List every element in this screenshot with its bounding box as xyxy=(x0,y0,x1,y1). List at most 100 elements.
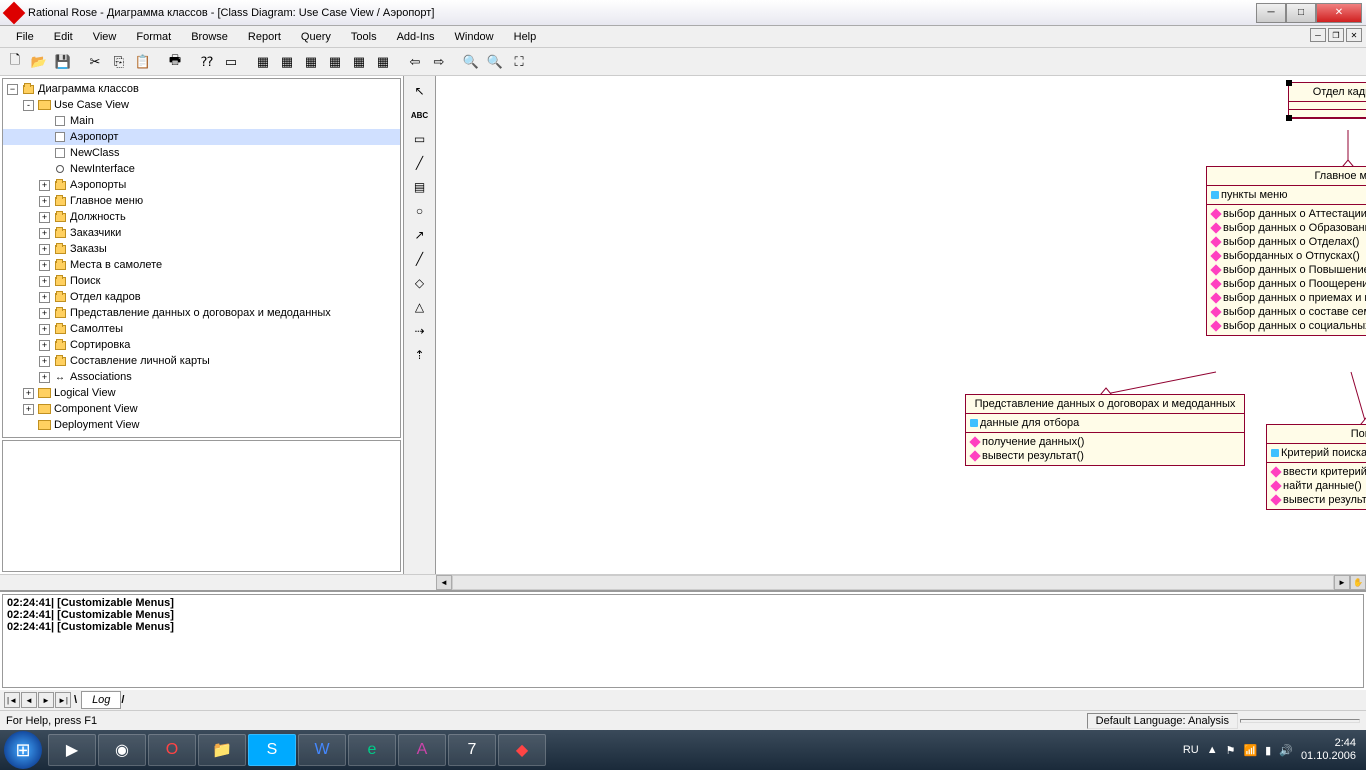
close-button[interactable]: ✕ xyxy=(1316,3,1362,23)
log-first-button[interactable]: |◄ xyxy=(4,692,20,708)
tray-battery-icon[interactable]: ▮ xyxy=(1265,744,1271,757)
copy-button[interactable]: ⎘ xyxy=(108,51,130,73)
tray-clock[interactable]: 2:44 01.10.2006 xyxy=(1301,737,1356,763)
log-output[interactable]: 02:24:41| [Customizable Menus]02:24:41| … xyxy=(2,594,1364,688)
start-button[interactable]: ⊞ xyxy=(4,731,42,769)
mdi-minimize-button[interactable]: ─ xyxy=(1310,28,1326,42)
tree-item[interactable]: NewInterface xyxy=(3,161,400,177)
taskbar-opera[interactable]: O xyxy=(148,734,196,766)
taskbar-word[interactable]: W xyxy=(298,734,346,766)
scroll-left-button[interactable]: ◄ xyxy=(436,575,452,590)
menu-browse[interactable]: Browse xyxy=(181,29,238,45)
open-button[interactable]: 📂 xyxy=(28,51,50,73)
tree-item[interactable]: +Главное меню xyxy=(3,193,400,209)
uni-assoc-tool[interactable]: ↗ xyxy=(408,224,432,246)
taskbar-7zip[interactable]: 7 xyxy=(448,734,496,766)
minimize-button[interactable]: ─ xyxy=(1256,3,1286,23)
log-last-button[interactable]: ►| xyxy=(55,692,71,708)
tree-item[interactable]: +Самолтеы xyxy=(3,321,400,337)
menu-file[interactable]: File xyxy=(6,29,44,45)
selector-tool[interactable]: ↖ xyxy=(408,80,432,102)
tray-network-icon[interactable]: 📶 xyxy=(1243,744,1257,757)
menu-report[interactable]: Report xyxy=(238,29,291,45)
view1-button[interactable]: ▭ xyxy=(220,51,242,73)
tray-language[interactable]: RU xyxy=(1183,744,1199,756)
menu-addins[interactable]: Add-Ins xyxy=(387,29,445,45)
taskbar-chrome[interactable]: ◉ xyxy=(98,734,146,766)
note-tool[interactable]: ▭ xyxy=(408,128,432,150)
tree-item[interactable]: +Заказы xyxy=(3,241,400,257)
generalization-tool[interactable]: △ xyxy=(408,296,432,318)
menu-format[interactable]: Format xyxy=(126,29,181,45)
tree-item[interactable]: -Use Case View xyxy=(3,97,400,113)
scroll-right-button[interactable]: ► xyxy=(1334,575,1350,590)
new-button[interactable]: 🗋 xyxy=(4,51,26,73)
tree-item[interactable]: +Logical View xyxy=(3,385,400,401)
tree-item[interactable]: +Сортировка xyxy=(3,337,400,353)
menu-help[interactable]: Help xyxy=(504,29,547,45)
tree-item[interactable]: +Отдел кадров xyxy=(3,289,400,305)
tree-item[interactable]: NewClass xyxy=(3,145,400,161)
forward-button[interactable]: ⇨ xyxy=(428,51,450,73)
class-tool[interactable]: ▤ xyxy=(408,176,432,198)
taskbar-explorer[interactable]: 📁 xyxy=(198,734,246,766)
mdi-restore-button[interactable]: ❐ xyxy=(1328,28,1344,42)
model-tree[interactable]: −Диаграмма классов-Use Case ViewMainАэро… xyxy=(2,78,401,438)
uml-class[interactable]: ПоискКритерий поискаввести критерий поис… xyxy=(1266,424,1366,510)
menu-tools[interactable]: Tools xyxy=(341,29,387,45)
tree-item[interactable]: +Поиск xyxy=(3,273,400,289)
tree-item[interactable]: +Места в самолете xyxy=(3,257,400,273)
tree-item[interactable]: +Представление данных о договорах и медо… xyxy=(3,305,400,321)
menu-query[interactable]: Query xyxy=(291,29,341,45)
zoom-fit-button[interactable]: ⛶ xyxy=(508,51,530,73)
tray-volume-icon[interactable]: 🔊 xyxy=(1279,744,1293,757)
uml-class[interactable]: Отдел кадров xyxy=(1288,82,1366,119)
log-next-button[interactable]: ► xyxy=(38,692,54,708)
mdi-close-button[interactable]: ✕ xyxy=(1346,28,1362,42)
tree-item[interactable]: Deployment View xyxy=(3,417,400,433)
tree-item[interactable]: +Аэропорты xyxy=(3,177,400,193)
taskbar-access[interactable]: A xyxy=(398,734,446,766)
menu-edit[interactable]: Edit xyxy=(44,29,83,45)
interface-tool[interactable]: ○ xyxy=(408,200,432,222)
menu-window[interactable]: Window xyxy=(445,29,504,45)
documentation-pane[interactable] xyxy=(2,440,401,572)
taskbar-skype[interactable]: S xyxy=(248,734,296,766)
realize-tool[interactable]: ⇡ xyxy=(408,344,432,366)
diagram2-button[interactable]: ▦ xyxy=(276,51,298,73)
taskbar-mediaplayer[interactable]: ▶ xyxy=(48,734,96,766)
cut-button[interactable]: ✂ xyxy=(84,51,106,73)
diagram6-button[interactable]: ▦ xyxy=(372,51,394,73)
maximize-button[interactable]: □ xyxy=(1286,3,1316,23)
assoc-tool[interactable]: ╱ xyxy=(408,248,432,270)
tree-root[interactable]: −Диаграмма классов xyxy=(3,81,400,97)
tree-item[interactable]: +↔Associations xyxy=(3,369,400,385)
taskbar-rose[interactable]: ◆ xyxy=(498,734,546,766)
zoom-out-button[interactable]: 🔍 xyxy=(484,51,506,73)
menu-view[interactable]: View xyxy=(83,29,127,45)
tree-item[interactable]: +Component View xyxy=(3,401,400,417)
back-button[interactable]: ⇦ xyxy=(404,51,426,73)
diagram1-button[interactable]: ▦ xyxy=(252,51,274,73)
tree-item[interactable]: Main xyxy=(3,113,400,129)
uml-class[interactable]: Главное менюпункты менювыбор данных о Ат… xyxy=(1206,166,1366,336)
anchor-tool[interactable]: ╱ xyxy=(408,152,432,174)
zoom-in-button[interactable]: 🔍 xyxy=(460,51,482,73)
taskbar-app-e[interactable]: e xyxy=(348,734,396,766)
diagram5-button[interactable]: ▦ xyxy=(348,51,370,73)
diagram-canvas[interactable]: Отдел кадров Главное менюпункты менювыбор… xyxy=(436,76,1366,574)
paste-button[interactable]: 📋 xyxy=(132,51,154,73)
aggreg-tool[interactable]: ◇ xyxy=(408,272,432,294)
uml-class[interactable]: Представление данных о договорах и медод… xyxy=(965,394,1245,466)
tree-item[interactable]: +Заказчики xyxy=(3,225,400,241)
tray-flag-icon[interactable]: ⚑ xyxy=(1226,744,1236,757)
canvas-hscroll[interactable]: ◄ ► ✋ xyxy=(0,574,1366,590)
diagram3-button[interactable]: ▦ xyxy=(300,51,322,73)
print-button[interactable]: 🖶 xyxy=(164,51,186,73)
tray-up-icon[interactable]: ▲ xyxy=(1207,744,1218,756)
dependency-tool[interactable]: ⇢ xyxy=(408,320,432,342)
log-prev-button[interactable]: ◄ xyxy=(21,692,37,708)
pan-button[interactable]: ✋ xyxy=(1350,575,1366,590)
tree-item[interactable]: +Должность xyxy=(3,209,400,225)
save-button[interactable]: 💾 xyxy=(52,51,74,73)
